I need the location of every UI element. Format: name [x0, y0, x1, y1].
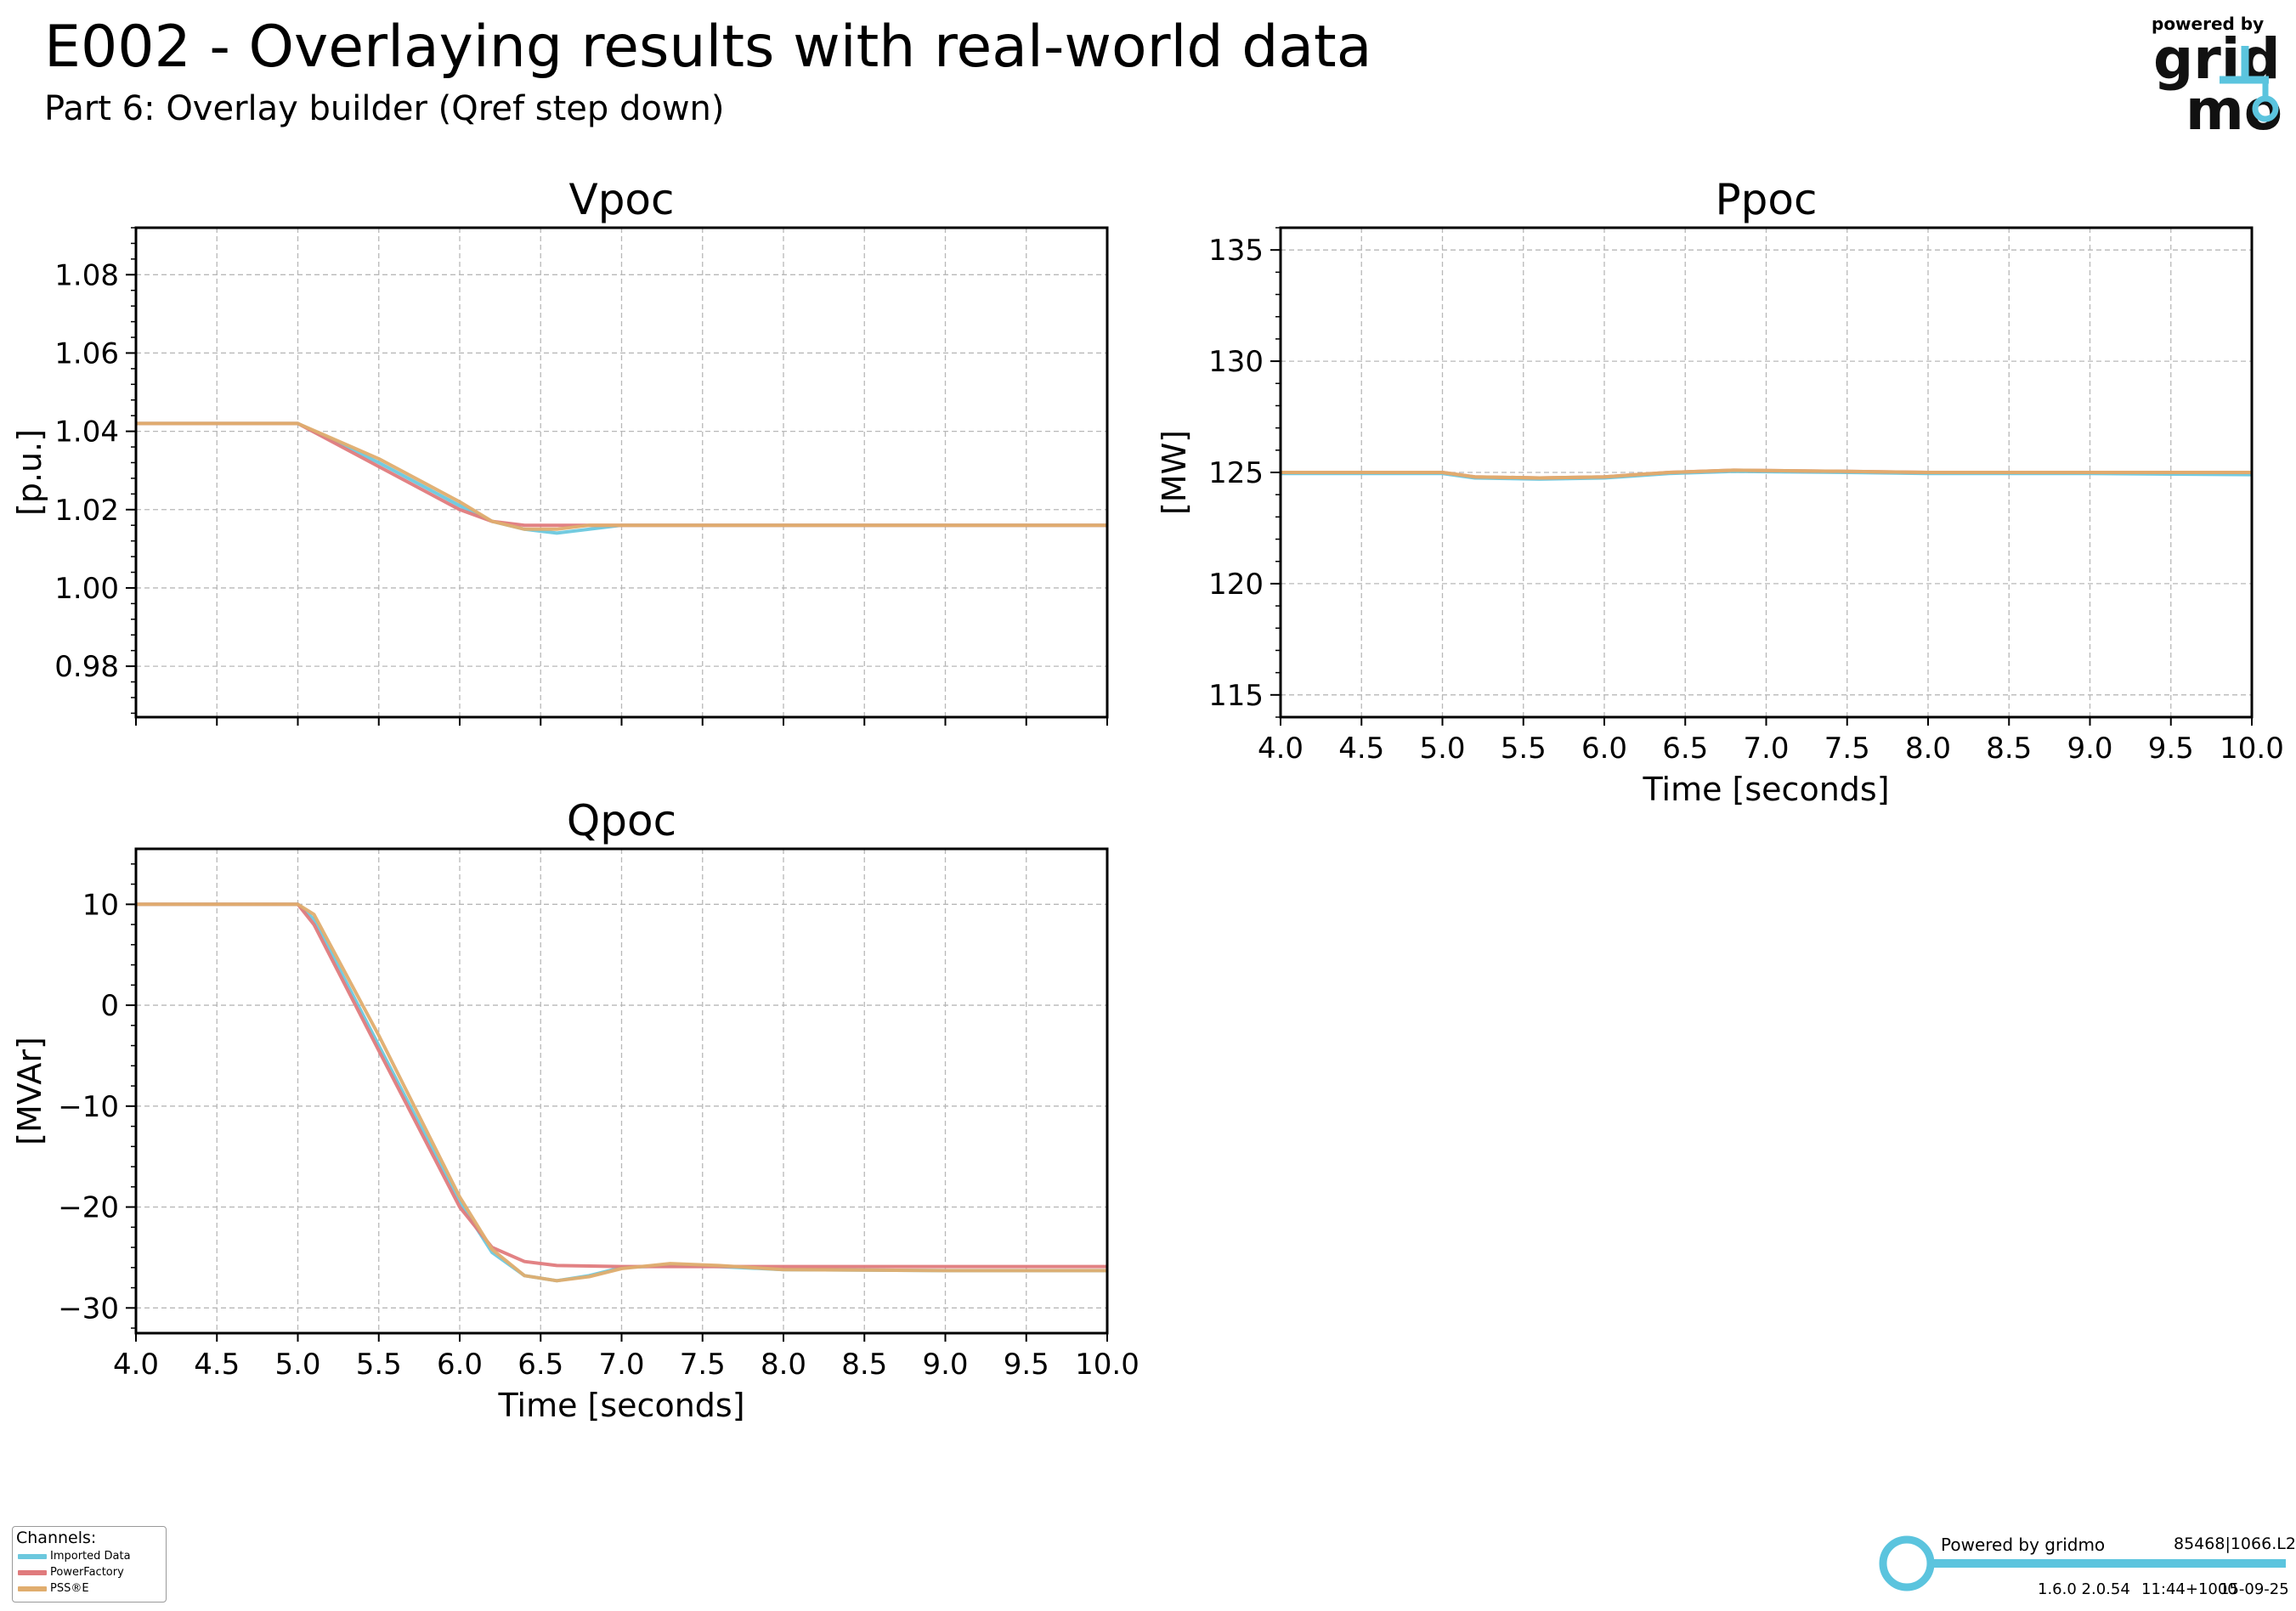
x-tick-label: 8.5: [841, 1348, 887, 1382]
legend-label-powerfactory: PowerFactory: [50, 1566, 124, 1579]
y-tick-label: −30: [58, 1292, 119, 1326]
chart-qpoc: 4.0 4.5 5.0 5.5 6.0 6.5 7.0 7.5 8.0 8.5 9.0 9.5 10.0…: [11, 796, 1140, 1424]
series-pss-e-line: [1281, 468, 2252, 480]
x-tick-label: 9.5: [2148, 732, 2194, 766]
y-tick-label: 1.00: [54, 572, 119, 606]
legend-swatch-psse: [18, 1586, 47, 1591]
gridmo-footer-icon: [1879, 1535, 2286, 1591]
chart-vpoc: 0.98 1.00 1.02 1.04 1.06 1.08 Vpoc [p.u.]: [11, 175, 1109, 726]
footer-versions: 1.6.0 2.0.54: [2038, 1580, 2130, 1598]
y-tick-label: 1.04: [54, 415, 119, 449]
legend-label-psse: PSS®E: [50, 1582, 89, 1595]
y-tick-label: 130: [1208, 345, 1264, 379]
x-tick-label: 9.0: [922, 1348, 968, 1382]
x-tick-label: 5.0: [1419, 732, 1465, 766]
chart-title: Ppoc: [1716, 175, 1818, 224]
legend-swatch-imported-data: [18, 1553, 47, 1559]
y-tick-label: 10: [82, 888, 119, 922]
legend-title: Channels:: [16, 1529, 97, 1547]
y-tick-label: 1.06: [54, 336, 119, 370]
footer-powered-by: Powered by gridmo: [1941, 1535, 2106, 1555]
x-tick-label: 10.0: [1075, 1348, 1140, 1382]
y-tick-label: 1.08: [54, 258, 119, 292]
x-tick-label: 4.0: [1258, 732, 1304, 766]
y-axis-label: [p.u.]: [11, 429, 48, 516]
footer-time: 11:44+1000: [2141, 1580, 2237, 1598]
x-tick-label: 5.0: [274, 1348, 320, 1382]
page-subtitle: Part 6: Overlay builder (Qref step down): [44, 89, 725, 128]
gridmo-logo-icon: grid mo: [2153, 26, 2282, 139]
series-pss-e-line: [136, 421, 1107, 531]
x-tick-label: 7.5: [1824, 732, 1870, 766]
y-axis-label: [MW]: [1156, 430, 1193, 515]
x-tick-label: 4.0: [113, 1348, 159, 1382]
x-tick-label: 6.0: [1581, 732, 1627, 766]
y-tick-label: 1.02: [54, 494, 119, 528]
x-tick-label: 10.0: [2220, 732, 2284, 766]
x-tick-label: 4.5: [194, 1348, 240, 1382]
x-tick-label: 7.0: [1743, 732, 1789, 766]
logo-powered-by: powered by: [2152, 14, 2265, 34]
legend-item-imported-data: Imported Data: [18, 1549, 131, 1564]
chart-title: Qpoc: [567, 796, 676, 845]
footer-build-id: 85468|1066.L2: [2174, 1535, 2296, 1553]
y-tick-label: 115: [1208, 679, 1264, 713]
y-tick-label: 135: [1208, 234, 1264, 268]
x-axis-label: Time [seconds]: [497, 1387, 744, 1424]
y-tick-label: 120: [1208, 568, 1264, 602]
footer-date: 15-09-25: [2220, 1580, 2289, 1598]
legend-swatch-powerfactory: [18, 1569, 47, 1575]
x-tick-label: 8.0: [1905, 732, 1951, 766]
x-tick-label: 6.5: [517, 1348, 563, 1382]
series-powerfactory-line: [136, 902, 1107, 1269]
x-tick-label: 8.0: [761, 1348, 806, 1382]
x-tick-label: 4.5: [1338, 732, 1384, 766]
x-tick-label: 6.0: [437, 1348, 483, 1382]
legend-item-psse: PSS®E: [18, 1581, 89, 1597]
x-tick-label: 9.5: [1004, 1348, 1049, 1382]
y-tick-label: −20: [58, 1191, 119, 1225]
y-tick-label: 0: [100, 989, 119, 1023]
legend-label-imported-data: Imported Data: [50, 1550, 131, 1563]
legend: Channels: Imported Data PowerFactory PSS…: [12, 1526, 167, 1603]
x-axis-label: Time [seconds]: [1642, 771, 1889, 808]
footer: Powered by gridmo 85468|1066.L2 1.6.0 2.…: [1869, 1529, 2296, 1606]
legend-item-powerfactory: PowerFactory: [18, 1565, 124, 1580]
x-tick-label: 8.5: [1986, 732, 2032, 766]
plot-frame: [134, 226, 1109, 719]
y-tick-label: 125: [1208, 456, 1264, 490]
x-tick-label: 6.5: [1662, 732, 1708, 766]
y-axis-label: [MVAr]: [11, 1037, 48, 1145]
x-tick-label: 7.0: [598, 1348, 644, 1382]
x-tick-label: 5.5: [1501, 732, 1547, 766]
gridmo-logo: powered by grid mo: [2141, 12, 2286, 139]
y-tick-label: −10: [58, 1090, 119, 1124]
chart-ppoc: 4.0 4.5 5.0 5.5 6.0 6.5 7.0 7.5 8.0 8.5 9.0 9.5 10.0…: [1156, 175, 2284, 808]
y-tick-label: 0.98: [54, 650, 119, 684]
series-pss-e-line: [136, 902, 1107, 1283]
x-tick-label: 9.0: [2067, 732, 2112, 766]
chart-title: Vpoc: [568, 175, 674, 224]
page-title: E002 - Overlaying results with real-worl…: [44, 14, 1372, 81]
x-tick-label: 7.5: [680, 1348, 726, 1382]
x-tick-label: 5.5: [356, 1348, 402, 1382]
